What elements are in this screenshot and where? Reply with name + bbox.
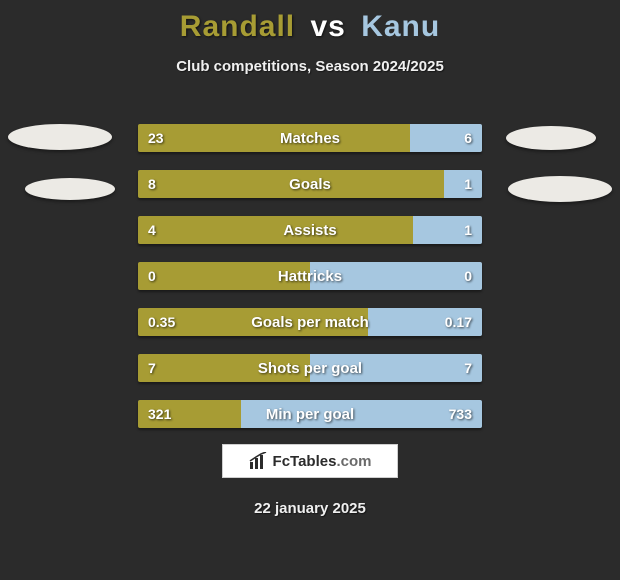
- stat-row: Goals per match0.350.17: [138, 308, 482, 336]
- stat-row: Hattricks00: [138, 262, 482, 290]
- stat-bar-left: [138, 354, 310, 382]
- vs-label: vs: [310, 10, 345, 43]
- stat-bar-left: [138, 308, 368, 336]
- stat-row: Goals81: [138, 170, 482, 198]
- stat-bar-right: [310, 354, 482, 382]
- watermark-text: FcTables.com: [273, 453, 372, 470]
- stat-bar-right: [410, 124, 482, 152]
- stat-bar-right: [368, 308, 482, 336]
- comparison-bars: Matches236 Goals81 Assists41 Hattricks00 Goa…: [138, 124, 482, 446]
- stat-row: Matches236: [138, 124, 482, 152]
- player2-name: Kanu: [361, 10, 440, 43]
- player1-logo-placeholder-2: [25, 178, 115, 200]
- snapshot-date: 22 january 2025: [0, 500, 620, 517]
- stat-bar-left: [138, 124, 410, 152]
- watermark-logo: FcTables.com: [222, 444, 398, 478]
- stat-row: Min per goal321733: [138, 400, 482, 428]
- subtitle: Club competitions, Season 2024/2025: [0, 58, 620, 75]
- stat-bar-left: [138, 216, 413, 244]
- chart-icon: [249, 452, 269, 470]
- player2-logo-placeholder-2: [508, 176, 612, 202]
- stat-bar-left: [138, 262, 310, 290]
- stat-bar-right: [310, 262, 482, 290]
- player1-logo-placeholder-1: [8, 124, 112, 150]
- stat-bar-left: [138, 170, 444, 198]
- watermark-domain: .com: [336, 453, 371, 470]
- stat-bar-right: [241, 400, 482, 428]
- player1-name: Randall: [180, 10, 295, 43]
- stat-bar-right: [413, 216, 482, 244]
- watermark-brand: FcTables: [273, 453, 337, 470]
- stat-bar-left: [138, 400, 241, 428]
- comparison-title: Randall vs Kanu: [0, 0, 620, 44]
- stat-row: Shots per goal77: [138, 354, 482, 382]
- stat-row: Assists41: [138, 216, 482, 244]
- player2-logo-placeholder-1: [506, 126, 596, 150]
- stat-bar-right: [444, 170, 482, 198]
